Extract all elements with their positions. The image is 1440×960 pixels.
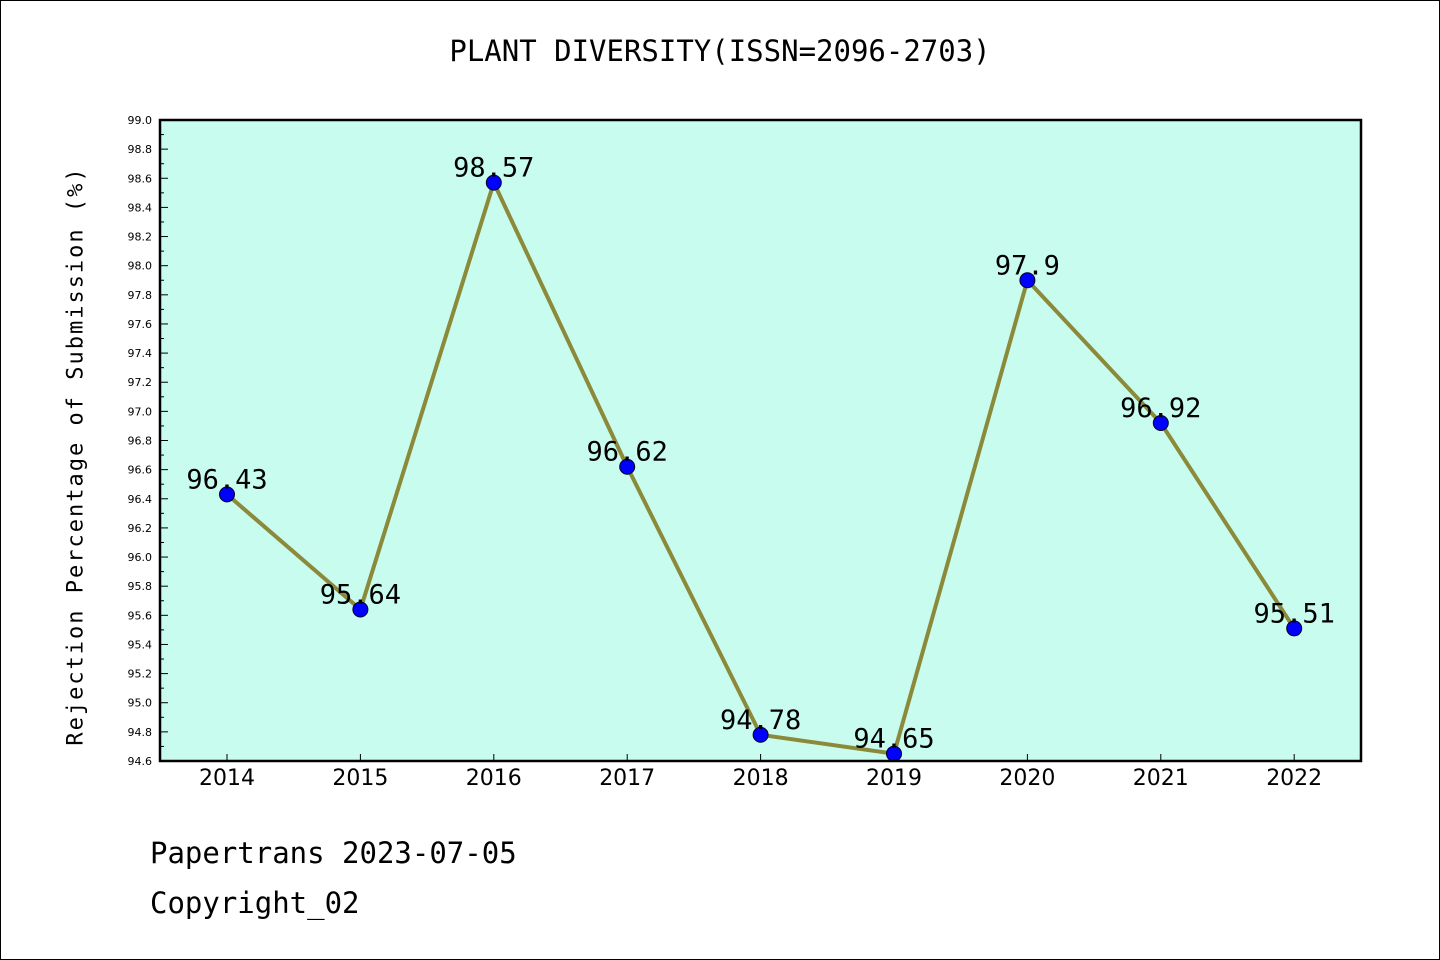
x-tick-label: 2016 bbox=[466, 766, 522, 791]
y-tick-label: 98.8 bbox=[128, 143, 153, 156]
footer-credit: Papertrans 2023-07-05 bbox=[150, 836, 517, 870]
y-tick-label: 96.4 bbox=[128, 493, 153, 506]
y-tick-label: 98.4 bbox=[128, 201, 153, 214]
y-tick-label: 96.2 bbox=[128, 522, 153, 535]
data-label: 96.43 bbox=[186, 464, 267, 495]
data-point bbox=[219, 486, 235, 503]
data-point bbox=[619, 458, 636, 475]
y-tick-label: 98.2 bbox=[128, 231, 153, 244]
y-tick-label: 94.8 bbox=[128, 726, 153, 739]
data-label: 94.65 bbox=[853, 724, 934, 755]
x-tick-label: 2015 bbox=[332, 766, 388, 791]
y-tick-label: 95.4 bbox=[128, 638, 153, 651]
footer-copyright: Copyright_02 bbox=[150, 886, 360, 920]
y-tick-label: 95.2 bbox=[128, 668, 153, 681]
x-tick-label: 2022 bbox=[1266, 766, 1322, 791]
y-tick-label: 97.4 bbox=[128, 347, 153, 360]
y-tick-label: 94.6 bbox=[128, 755, 153, 768]
x-tick-label: 2017 bbox=[599, 766, 655, 791]
data-label: 94.78 bbox=[720, 705, 801, 736]
data-point bbox=[352, 601, 369, 618]
y-tick-label: 95.8 bbox=[128, 580, 153, 593]
y-tick-label: 98.0 bbox=[128, 260, 153, 273]
x-tick-label: 2021 bbox=[1133, 766, 1189, 791]
y-tick-label: 97.2 bbox=[128, 376, 153, 389]
y-tick-label: 97.0 bbox=[128, 405, 153, 418]
y-tick-label: 95.6 bbox=[128, 609, 153, 622]
data-label: 98.57 bbox=[453, 153, 534, 184]
y-tick-label: 97.6 bbox=[128, 318, 153, 331]
x-tick-label: 2020 bbox=[999, 766, 1055, 791]
chart-title: PLANT DIVERSITY(ISSN=2096-2703) bbox=[449, 34, 991, 68]
y-tick-label: 97.8 bbox=[128, 289, 153, 302]
plot-border bbox=[158, 118, 1363, 763]
data-point bbox=[1152, 415, 1169, 432]
y-tick-label: 99.0 bbox=[128, 114, 153, 127]
x-tick-label: 2018 bbox=[733, 766, 789, 791]
x-tick-label: 2019 bbox=[866, 766, 922, 791]
data-label: 97.9 bbox=[995, 250, 1060, 281]
data-point bbox=[1019, 272, 1036, 289]
y-tick-label: 96.6 bbox=[128, 464, 153, 477]
y-tick-label: 96.0 bbox=[128, 551, 153, 564]
plot-area bbox=[160, 120, 1361, 761]
data-point bbox=[752, 726, 769, 743]
x-tick-label: 2014 bbox=[199, 766, 255, 791]
y-tick-label: 96.8 bbox=[128, 435, 153, 448]
data-point bbox=[1286, 620, 1303, 637]
y-tick-label: 98.6 bbox=[128, 172, 153, 185]
data-point bbox=[485, 174, 502, 191]
data-label: 96.92 bbox=[1120, 393, 1201, 424]
data-label: 95.51 bbox=[1254, 598, 1335, 629]
y-tick-label: 95.0 bbox=[128, 697, 153, 710]
data-label: 95.64 bbox=[320, 579, 401, 610]
data-label: 96.62 bbox=[587, 437, 668, 468]
